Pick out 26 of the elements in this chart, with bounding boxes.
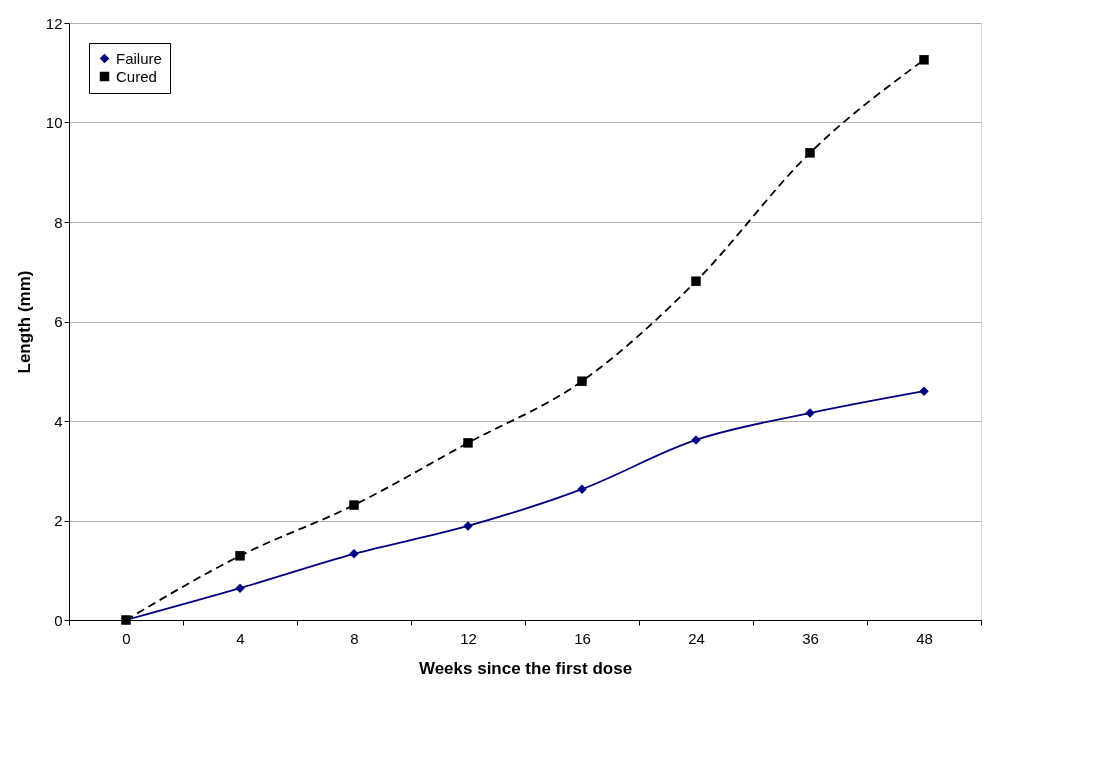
point (577, 376, 587, 386)
y-tick-label: 0 (54, 611, 63, 629)
y-tick-label: 10 (45, 114, 63, 131)
y-axis-title: Length (mm) (14, 270, 34, 374)
point (691, 276, 701, 286)
y-tick-label: 2 (54, 512, 63, 529)
point (919, 55, 929, 65)
y-tick-label: 6 (54, 313, 63, 330)
x-tick-label: 8 (350, 629, 359, 647)
legend-label: Failure (116, 49, 162, 67)
point (463, 438, 473, 448)
y-tick-label: 12 (45, 14, 63, 32)
point (805, 148, 815, 158)
point (235, 551, 245, 561)
x-axis-title: Weeks since the first dose (418, 658, 633, 678)
x-tick-label: 48 (916, 629, 933, 647)
legend-label: Cured (116, 67, 157, 85)
x-tick-label: 16 (574, 629, 591, 647)
point (349, 500, 359, 510)
x-tick-label: 36 (802, 629, 819, 647)
y-tick-label: 8 (54, 213, 63, 231)
x-tick-label: 4 (236, 629, 245, 647)
x-tick-label: 24 (688, 629, 705, 647)
x-tick-label: 0 (122, 629, 131, 647)
y-tick-label: 4 (54, 412, 63, 430)
x-tick-label: 12 (460, 629, 477, 647)
